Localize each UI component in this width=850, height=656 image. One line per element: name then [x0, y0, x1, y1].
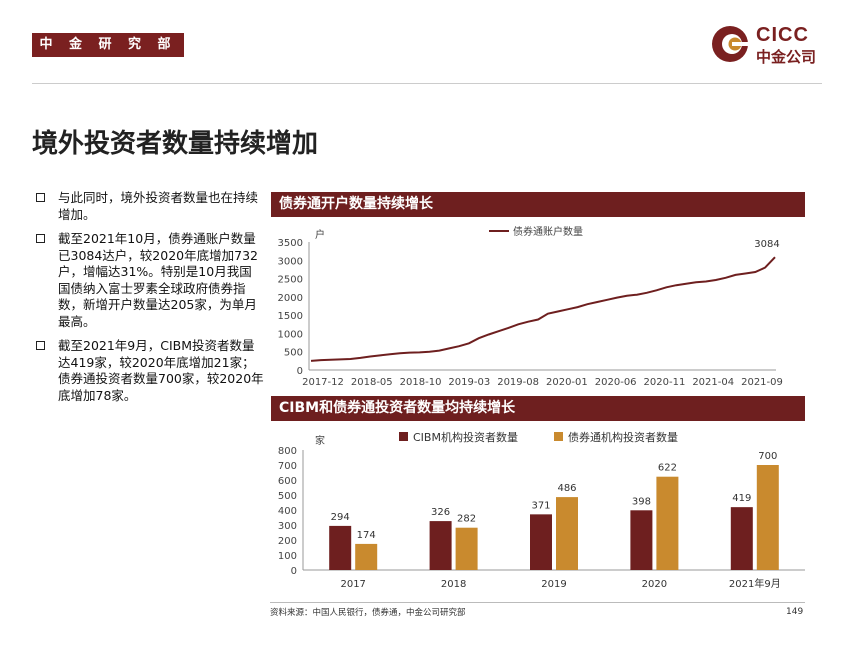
x-tick-label: 2021-09: [741, 377, 783, 388]
legend-label: CIBM机构投资者数量: [413, 430, 518, 444]
bullet-text: 截至2021年10月，债券通账户数量已3084达户，较2020年底增加732户，…: [58, 231, 258, 329]
y-tick-label: 800: [278, 446, 297, 457]
bar: [556, 497, 578, 570]
bullet-text: 与此同时，境外投资者数量也在持续增加。: [58, 190, 259, 222]
bullet-text: 截至2021年9月，CIBM投资者数量达419家，较2020年底增加21家；债券…: [58, 338, 264, 403]
bar-value-label: 700: [758, 451, 777, 462]
y-tick-label: 200: [278, 536, 297, 547]
y-tick-label: 1000: [278, 329, 303, 340]
bullet-list: 与此同时，境外投资者数量也在持续增加。 截至2021年10月，债券通账户数量已3…: [34, 190, 264, 412]
x-tick-label: 2017-12: [302, 377, 344, 388]
line-chart: 0 500 1000 1500 2000 2500 3000 3500 户 2017-12 2018…: [278, 225, 783, 388]
bar-value-label: 371: [531, 500, 550, 511]
page-title: 境外投资者数量持续增加: [32, 129, 319, 159]
y-axis-unit: 家: [315, 434, 325, 447]
bullet-item: 与此同时，境外投资者数量也在持续增加。: [34, 190, 264, 223]
bar: [530, 514, 552, 570]
y-tick-label: 2500: [278, 275, 303, 286]
y-tick-label: 0: [297, 366, 303, 377]
bar: [730, 507, 753, 570]
bar-value-label: 486: [557, 483, 576, 494]
header-divider: [32, 83, 822, 84]
series-line-accounts: [310, 256, 776, 362]
y-axis-unit: 户: [315, 228, 325, 241]
x-tick-label: 2018-05: [351, 377, 393, 388]
y-tick-label: 500: [278, 491, 297, 502]
x-tick-label: 2021-04: [692, 377, 734, 388]
x-tick-label: 2019-08: [497, 377, 539, 388]
legend-swatch: [554, 432, 563, 441]
x-tick-label: 2020-11: [644, 377, 686, 388]
x-category-label: 2019: [541, 579, 566, 590]
y-tick-label: 2000: [278, 293, 303, 304]
bullet-item: 截至2021年10月，债券通账户数量已3084达户，较2020年底增加732户，…: [34, 231, 264, 330]
x-tick-label: 2018-10: [400, 377, 442, 388]
x-category-label: 2017: [340, 579, 365, 590]
bar-value-label: 419: [732, 493, 751, 504]
end-data-label: 3084: [754, 239, 779, 250]
legend-label: 债券通账户数量: [513, 225, 583, 238]
bar-value-label: 282: [457, 514, 476, 525]
line-chart-title: 债券通开户数量持续增长: [271, 192, 805, 217]
bar-value-label: 622: [658, 463, 677, 474]
footer-divider: [270, 602, 805, 603]
cicc-logo-icon: [712, 26, 748, 62]
y-tick-label: 1500: [278, 311, 303, 322]
x-tick-label: 2019-03: [448, 377, 490, 388]
bar: [630, 510, 653, 570]
legend-label: 债券通机构投资者数量: [568, 430, 678, 444]
logo-text-cn: 中金公司: [756, 48, 817, 66]
bar: [756, 465, 779, 570]
y-tick-label: 3000: [278, 256, 303, 267]
bar: [355, 543, 378, 570]
bar: [329, 525, 352, 570]
x-category-label: 2018: [441, 579, 466, 590]
y-tick-label: 700: [278, 461, 297, 472]
bar-chart-title: CIBM和债券通投资者数量均持续增长: [271, 396, 805, 421]
bar: [429, 521, 452, 570]
legend-swatch: [399, 432, 408, 441]
source-note: 资料来源：中国人民银行，债券通，中金公司研究部: [270, 608, 466, 618]
x-category-label: 2021年9月: [729, 577, 781, 590]
department-label: 中 金 研 究 部: [32, 33, 184, 57]
page-number: 149: [786, 607, 804, 617]
y-tick-label: 300: [278, 521, 297, 532]
bullet-square-icon: [36, 193, 45, 202]
y-tick-label: 500: [284, 348, 303, 359]
y-tick-label: 0: [291, 566, 297, 577]
x-tick-label: 2020-06: [595, 377, 637, 388]
bar: [656, 476, 679, 570]
cicc-logo: CICC 中金公司: [710, 24, 825, 66]
y-tick-label: 3500: [278, 238, 303, 249]
x-tick-label: 2020-01: [546, 377, 588, 388]
bullet-square-icon: [36, 234, 45, 243]
y-tick-label: 100: [278, 551, 297, 562]
x-category-label: 2020: [642, 579, 667, 590]
bar-value-label: 398: [632, 496, 651, 507]
y-tick-label: 600: [278, 476, 297, 487]
logo-text-en: CICC: [756, 24, 809, 46]
y-tick-label: 400: [278, 506, 297, 517]
bar-chart: 0 100 200 300 400 500 600 700 800 家 294 174 2017 326 2…: [278, 430, 805, 590]
bar-value-label: 174: [357, 530, 376, 541]
bullet-square-icon: [36, 341, 45, 350]
bullet-item: 截至2021年9月，CIBM投资者数量达419家，较2020年底增加21家；债券…: [34, 338, 264, 404]
bar: [455, 527, 478, 570]
bar-value-label: 294: [331, 512, 350, 523]
bar-value-label: 326: [431, 507, 450, 518]
